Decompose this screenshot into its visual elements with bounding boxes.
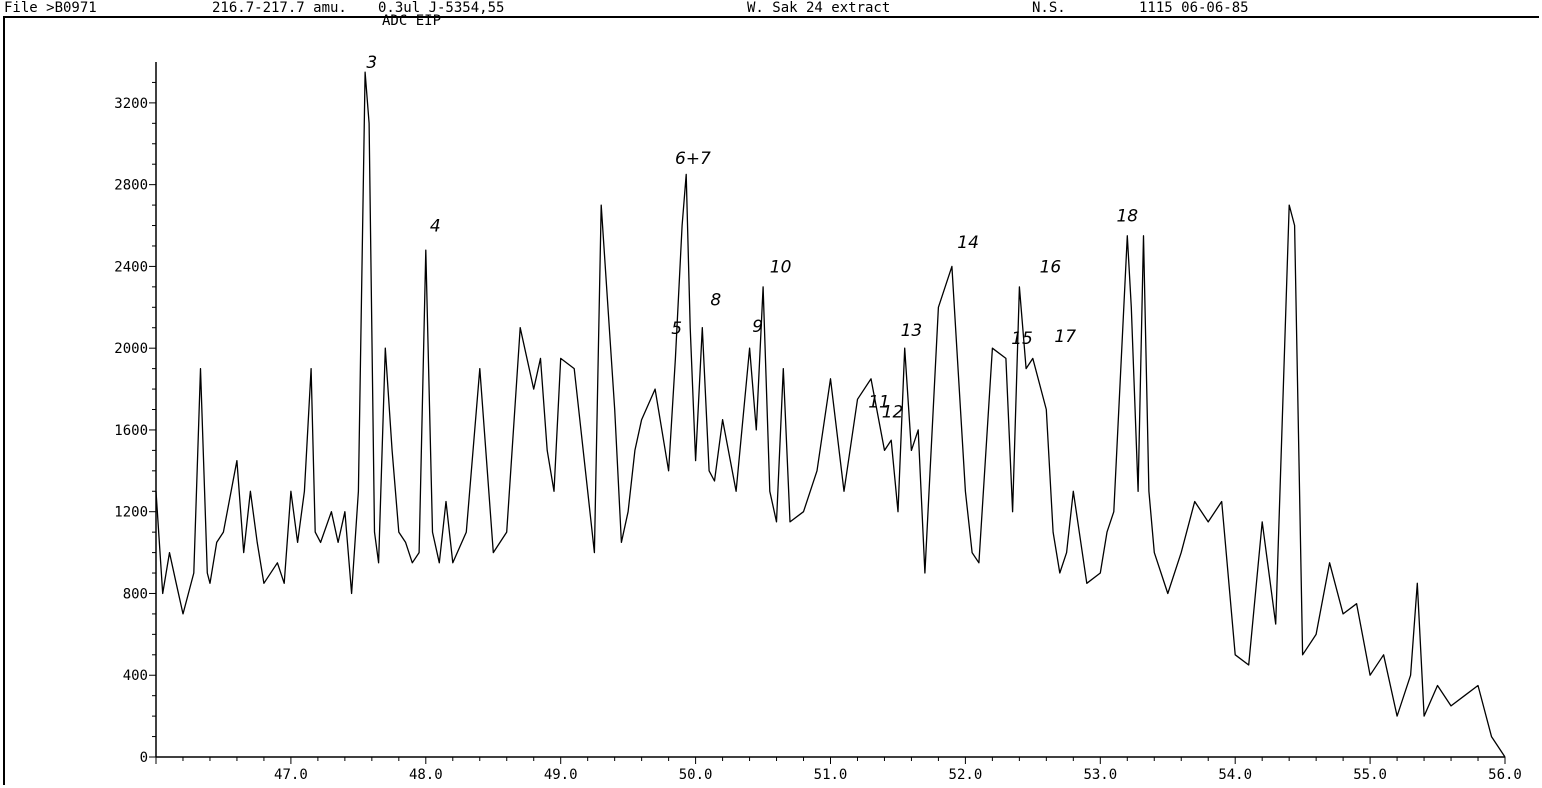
run-datetime-label: 1115 06-06-85 xyxy=(1139,0,1249,16)
x-tick-label: 48.0 xyxy=(409,767,443,783)
x-tick-label: 52.0 xyxy=(949,767,983,783)
peak-label: 9 xyxy=(752,317,763,337)
y-tick-label: 1600 xyxy=(114,423,148,439)
peak-label: 5 xyxy=(671,319,682,339)
peak-label: 13 xyxy=(901,321,923,341)
x-tick-label: 49.0 xyxy=(544,767,578,783)
y-tick-label: 800 xyxy=(123,586,148,602)
file-label: File >B0971 xyxy=(4,0,97,16)
peak-label: 17 xyxy=(1054,327,1076,347)
peak-label: 18 xyxy=(1116,206,1138,226)
x-tick-label: 54.0 xyxy=(1218,767,1252,783)
peak-label: 8 xyxy=(710,290,721,310)
peak-label: 11 xyxy=(868,392,890,412)
chart-axes: 0 400 800 1200 1600 2000 2400 2800 3200 47.0 48.0 4… xyxy=(114,62,1522,783)
x-tick-label: 50.0 xyxy=(679,767,713,783)
x-tick-label: 56.0 xyxy=(1488,767,1522,783)
injection-label: 0.3ul J-5354,55 xyxy=(378,0,505,16)
x-tick-label: 51.0 xyxy=(814,767,848,783)
peak-label: 16 xyxy=(1040,258,1062,278)
peak-label: 14 xyxy=(957,233,979,253)
peak-label: 6+7 xyxy=(675,149,711,169)
mass-range-label: 216.7-217.7 amu. xyxy=(212,0,347,16)
operator-label: N.S. xyxy=(1032,0,1066,16)
peak-label: 3 xyxy=(366,53,377,73)
y-tick-label: 0 xyxy=(140,750,148,766)
y-tick-label: 3200 xyxy=(114,96,148,112)
trace-layer xyxy=(155,71,1506,758)
peak-label: 10 xyxy=(770,258,792,278)
y-tick-label: 2400 xyxy=(114,259,148,275)
x-tick-label: 47.0 xyxy=(274,767,308,783)
mode-label: ADC EIP xyxy=(382,13,442,29)
y-tick-label: 1200 xyxy=(114,505,148,521)
y-tick-label: 2800 xyxy=(114,178,148,194)
peak-label: 12 xyxy=(882,403,904,423)
peak-label: 4 xyxy=(430,217,441,237)
series-line xyxy=(155,71,1506,758)
y-tick-label: 2000 xyxy=(114,341,148,357)
plot-frame xyxy=(3,16,1539,785)
x-tick-label: 55.0 xyxy=(1353,767,1387,783)
x-tick-label: 53.0 xyxy=(1083,767,1117,783)
y-tick-label: 400 xyxy=(123,668,148,684)
peak-label: 15 xyxy=(1011,329,1033,349)
sample-label: W. Sak 24 extract xyxy=(747,0,891,16)
